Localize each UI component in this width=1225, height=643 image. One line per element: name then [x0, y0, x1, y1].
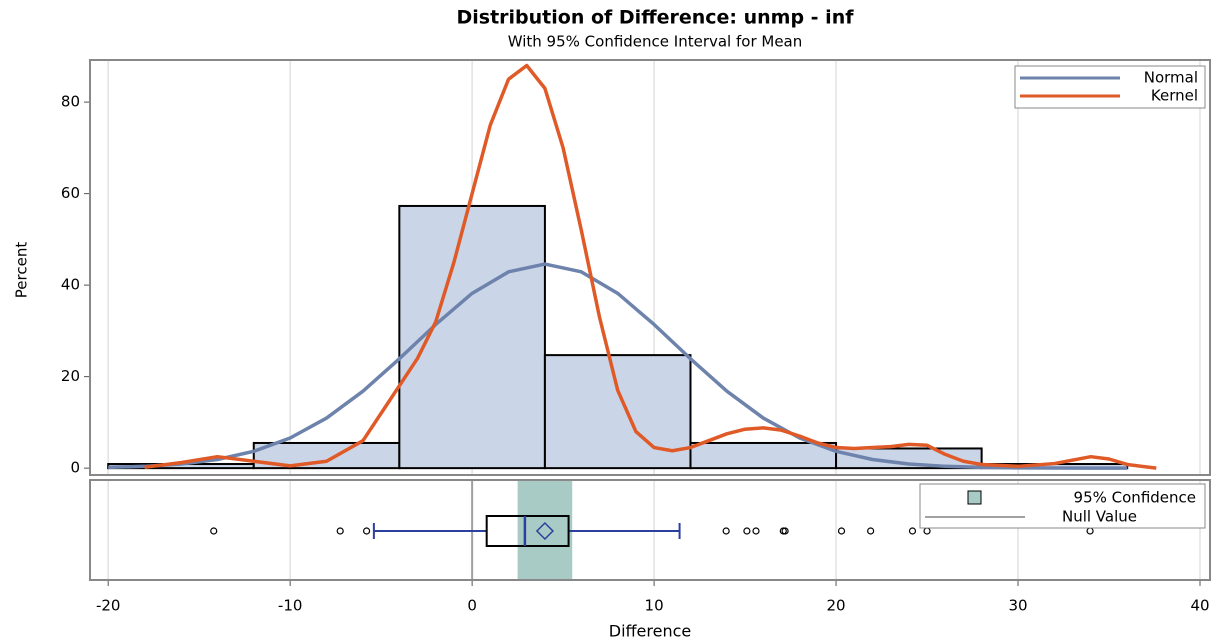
chart-subtitle: With 95% Confidence Interval for Mean	[508, 33, 803, 51]
density-curve	[144, 63, 1157, 470]
box	[485, 515, 570, 547]
chart-title: Distribution of Difference: unmp - inf	[457, 7, 855, 29]
legend-label: Kernel	[1151, 87, 1198, 105]
outlier	[752, 527, 760, 535]
outlier	[210, 527, 218, 535]
legend-label: 95% Confidence	[1074, 489, 1196, 507]
outlier	[1086, 527, 1094, 535]
y-tick-label: 20	[61, 367, 80, 385]
plot-frame	[89, 59, 1211, 476]
y-axis-label: Percent	[13, 242, 31, 299]
outlier	[781, 527, 789, 535]
box-frame	[89, 479, 1211, 581]
legend-label: Null Value	[1062, 508, 1137, 526]
mean-marker	[535, 521, 554, 541]
outlier	[743, 527, 751, 535]
legend-frame	[919, 483, 1206, 529]
outlier	[362, 527, 371, 535]
y-tick-label: 40	[61, 276, 80, 294]
density-curve	[108, 262, 1128, 470]
outlier	[336, 527, 344, 535]
outlier	[867, 527, 875, 535]
x-tick-label: 20	[827, 597, 846, 615]
outlier	[837, 527, 846, 535]
x-tick-label: 30	[1008, 597, 1027, 615]
legend-label: Normal	[1144, 69, 1198, 87]
legend-frame	[1014, 65, 1206, 109]
confidence-band	[517, 480, 573, 580]
outlier	[908, 527, 917, 535]
outlier	[722, 527, 730, 535]
x-tick-label: -10	[278, 597, 303, 615]
x-tick-label: 0	[467, 597, 477, 615]
x-tick-label: -20	[96, 597, 121, 615]
histogram-bar	[689, 441, 838, 470]
x-tick-label: 40	[1190, 597, 1209, 615]
x-axis-label: Difference	[609, 622, 691, 641]
y-tick-label: 80	[61, 93, 80, 111]
outlier	[923, 527, 931, 535]
x-tick-label: 10	[645, 597, 664, 615]
legend-swatch	[967, 490, 982, 505]
y-tick-label: 60	[61, 184, 80, 202]
y-tick-label: 0	[70, 459, 80, 477]
